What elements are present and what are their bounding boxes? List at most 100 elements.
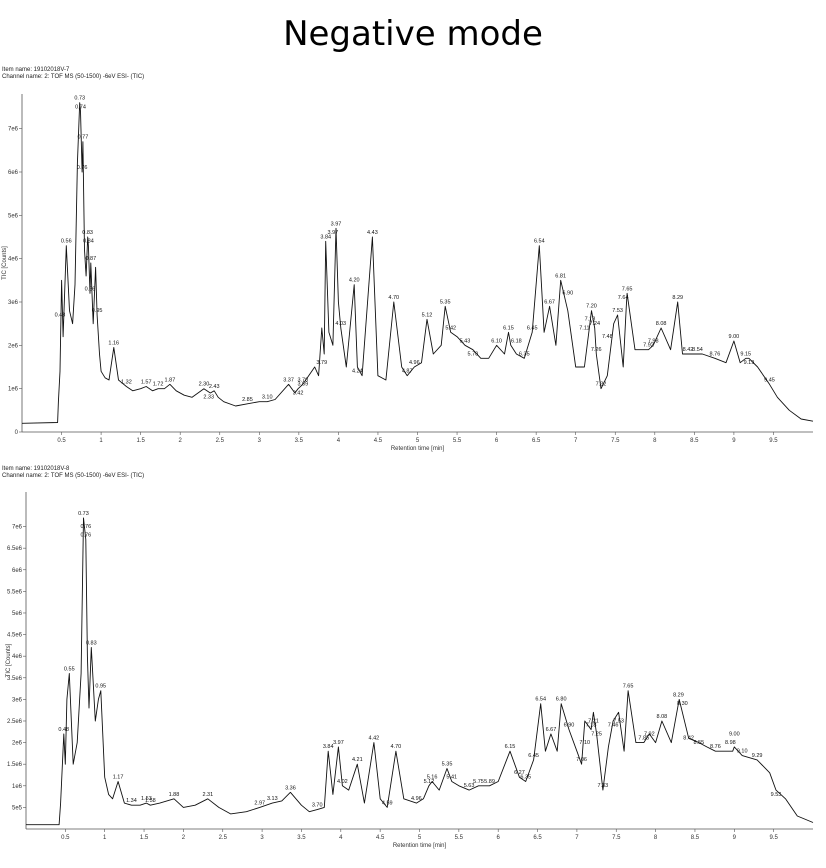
x-tick-label: 8.5	[691, 835, 700, 841]
x-tick-label: 0.5	[61, 835, 70, 841]
chart-2-channel-name: Channel name: 2: TOF MS (50-1500) -6eV E…	[2, 473, 145, 479]
peak-label: 7.48	[602, 334, 613, 340]
peak-label: 7.21	[588, 718, 599, 724]
peak-label: 5.12	[422, 312, 433, 318]
y-tick-label: 7e6	[8, 127, 19, 133]
x-tick-label: 1	[99, 438, 103, 444]
peak-label: 5.42	[445, 325, 456, 331]
peak-label: 6.81	[555, 273, 566, 279]
peak-label: 8.29	[672, 295, 683, 301]
x-tick-label: 0.5	[57, 438, 66, 444]
peak-label: 5.41	[446, 774, 457, 780]
y-tick-label: 4e6	[8, 257, 19, 263]
peak-label: 7.92	[644, 731, 655, 737]
x-tick-label: 9	[732, 438, 736, 444]
peak-label: 6.90	[564, 723, 575, 729]
peak-label: 1.58	[145, 798, 156, 804]
peak-label: 6.67	[544, 299, 555, 305]
y-tick-label: 1e6	[8, 387, 19, 393]
peak-label: 9.15	[740, 351, 751, 357]
peak-label: 5.63	[464, 783, 475, 789]
x-tick-label: 5	[418, 835, 422, 841]
chart-2-item-name: Item name: 19102018V-8	[2, 466, 70, 472]
chart-2: 0.5 1 1.5 2 2.5 3 3.5 4 4.5 5 5.5 6 6.5 7 7.5 8 8.5 9 9.5 5…	[6, 492, 814, 849]
y-tick-label: 4.5e6	[7, 633, 23, 639]
peak-label: 6.10	[491, 338, 502, 344]
x-tick-label: 3	[258, 438, 262, 444]
y-tick-label: 1e6	[12, 784, 23, 790]
peak-label: 4.96	[411, 796, 422, 802]
peak-label: 6.54	[535, 697, 546, 703]
peak-label: 6.15	[505, 744, 516, 750]
peak-label: 5.70	[468, 351, 479, 357]
y-tick-label: 5.5e6	[7, 589, 23, 595]
chart-1-meta: Item name: 19102018V-7 Channel name: 2: …	[2, 67, 144, 81]
peak-label: 5.16	[427, 774, 438, 780]
y-tick-label: 3e6	[12, 697, 23, 703]
x-tick-label: 5	[416, 438, 420, 444]
peak-label: 3.10	[262, 395, 273, 401]
y-tick-label: 2e6	[12, 741, 23, 747]
peak-label: 3.13	[267, 796, 278, 802]
peak-label: 0.76	[80, 533, 91, 539]
peak-label: 4.21	[352, 757, 363, 763]
peak-label: 8.76	[710, 744, 721, 750]
peak-label: 7.53	[612, 308, 623, 314]
peak-label: 3.42	[293, 390, 304, 396]
peak-label: 2.31	[202, 792, 213, 798]
x-tick-label: 2	[179, 438, 183, 444]
peak-label: 0.95	[92, 308, 103, 314]
x-tick-label: 8	[653, 438, 657, 444]
peak-label: 0.73	[74, 96, 85, 102]
y-tick-label: 6.5e6	[7, 546, 23, 552]
peak-label: 7.98	[648, 338, 659, 344]
x-tick-label: 3	[260, 835, 264, 841]
peak-label: 2.43	[209, 384, 220, 390]
peak-label: 8.98	[725, 740, 736, 746]
x-tick-label: 9.5	[769, 438, 778, 444]
peak-label: 0.77	[78, 135, 89, 141]
y-tick-label: 6e6	[8, 170, 19, 176]
peak-label: 7.53	[613, 718, 624, 724]
x-tick-label: 2.5	[216, 438, 225, 444]
x-tick-label: 5.5	[455, 835, 464, 841]
peak-label: 7.26	[591, 347, 602, 353]
peak-label: 8.08	[656, 321, 667, 327]
peak-label: 4.70	[388, 295, 399, 301]
y-axis-label: TIC [Counts]	[2, 246, 8, 280]
peak-label: 0.74	[75, 104, 86, 110]
x-tick-label: 4.5	[376, 835, 385, 841]
y-tick-label: 3.5e6	[7, 676, 23, 682]
peak-label: 2.33	[203, 395, 214, 401]
peak-label: 2.97	[254, 800, 265, 806]
peak-label: 0.48	[58, 727, 69, 733]
peak-label: 0.76	[77, 165, 88, 171]
peak-label: 0.95	[95, 684, 106, 690]
peak-label: 3.37	[283, 377, 294, 383]
peak-label: 7.32	[596, 382, 607, 388]
peak-label: 2.30	[199, 382, 210, 388]
y-tick-label: 6e6	[12, 568, 23, 574]
peak-label: 9.53	[771, 792, 782, 798]
peak-label: 1.16	[108, 341, 119, 347]
tic-trace-line	[21, 102, 814, 424]
y-axis-label: TIC [Counts]	[6, 643, 12, 677]
y-tick-label: 2e6	[8, 343, 19, 349]
x-tick-label: 9	[733, 835, 737, 841]
peak-label: 9.00	[729, 731, 740, 737]
x-tick-label: 4.5	[374, 438, 383, 444]
peak-label: 6.35	[519, 351, 530, 357]
peak-label: 9.19	[744, 360, 755, 366]
peak-label: 3.84	[323, 744, 334, 750]
peak-label: 4.20	[349, 278, 360, 284]
peak-label: 3.79	[316, 360, 327, 366]
x-tick-label: 1.5	[136, 438, 145, 444]
y-tick-label: 2.5e6	[7, 719, 23, 725]
peak-label: 8.08	[657, 714, 668, 720]
y-tick-label: 5e6	[12, 611, 23, 617]
peak-label: 6.18	[511, 338, 522, 344]
y-tick-label: 4e6	[12, 654, 23, 660]
peak-label: 1.87	[165, 377, 176, 383]
tic-trace-line	[26, 517, 814, 826]
peak-label: 5.35	[442, 762, 453, 768]
